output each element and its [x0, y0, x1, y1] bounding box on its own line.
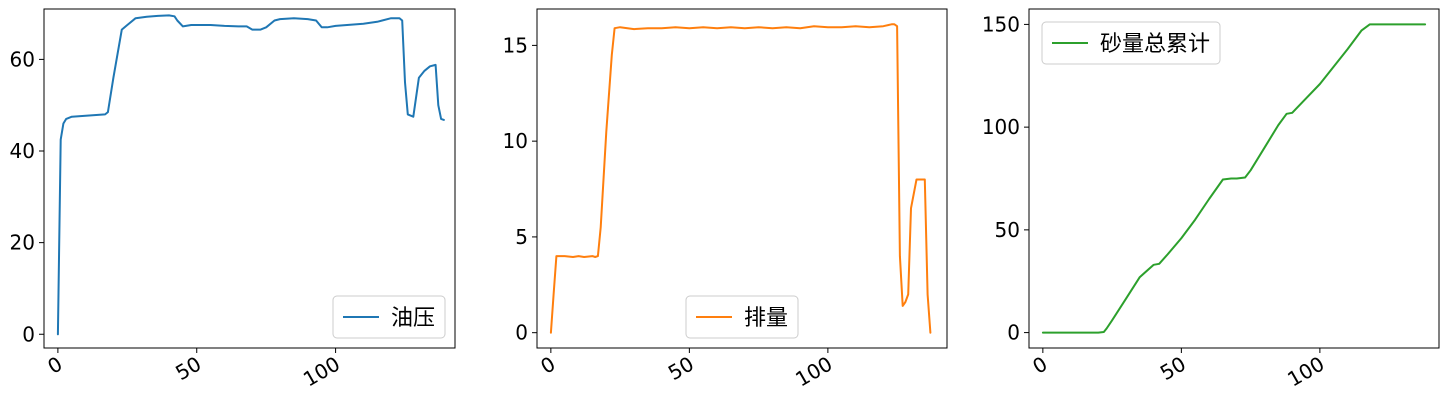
- y-tick-label: 100: [982, 115, 1020, 139]
- x-tick-label: 50: [664, 352, 698, 386]
- x-tick-label: 0: [536, 352, 559, 379]
- x-tick-label: 50: [171, 352, 205, 386]
- x-tick-label: 50: [1156, 352, 1190, 386]
- x-tick-label: 0: [43, 352, 66, 379]
- legend-box: [1041, 21, 1221, 65]
- y-tick-label: 10: [503, 129, 528, 153]
- y-tick-label: 40: [10, 139, 35, 163]
- axes-frame: [536, 8, 948, 349]
- y-tick-label: 60: [10, 47, 35, 71]
- y-tick-label: 20: [10, 231, 35, 255]
- series-line-0: [56, 14, 445, 336]
- y-tick-label: 15: [503, 33, 528, 57]
- series-line-0: [1041, 23, 1427, 334]
- legend: 油压: [332, 295, 446, 339]
- legend-label: 油压: [391, 306, 435, 331]
- x-tick-label: 100: [1283, 352, 1328, 392]
- y-tick-label: 5: [515, 225, 528, 249]
- legend-label: 砂量总累计: [1100, 32, 1210, 57]
- legend: 砂量总累计: [1041, 21, 1221, 65]
- x-tick-label: 100: [299, 352, 344, 392]
- y-tick-label: 0: [22, 322, 35, 346]
- y-tick-label: 0: [515, 321, 528, 345]
- axes-frame: [1028, 8, 1440, 349]
- legend-label: 排量: [744, 306, 788, 331]
- x-tick-label: 100: [791, 352, 836, 392]
- x-tick-label: 0: [1028, 352, 1051, 379]
- legend-box: [685, 295, 799, 339]
- y-tick-label: 150: [982, 12, 1020, 36]
- axes-frame: [43, 8, 456, 349]
- y-tick-label: 50: [995, 218, 1020, 242]
- chart-panel-sand-total: 0 50 100 150 0 50 100 砂量总累计: [982, 8, 1440, 392]
- legend-box: [332, 295, 446, 339]
- legend: 排量: [685, 295, 799, 339]
- series-line-0: [549, 23, 932, 334]
- y-tick-label: 0: [1007, 321, 1020, 345]
- chart-panel-oil-pressure: 0 20 40 60 0 50 100 油压: [10, 8, 456, 392]
- chart-panel-flow-rate: 0 5 10 15 0 50 100 排量: [503, 8, 948, 392]
